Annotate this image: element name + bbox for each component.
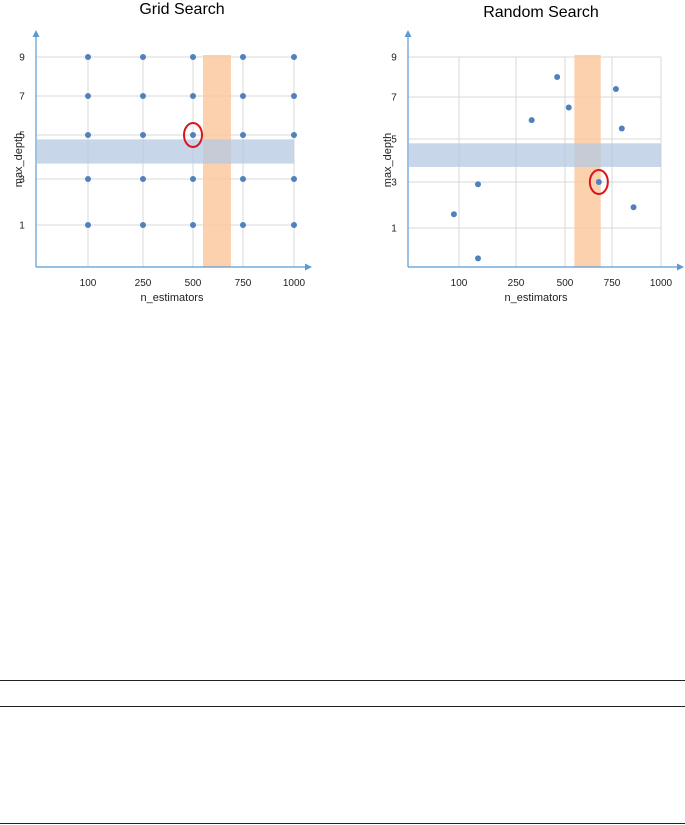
data-point [140, 222, 146, 228]
data-point [240, 176, 246, 182]
data-point [612, 86, 619, 92]
y-tick-label: 3 [391, 178, 397, 189]
data-point [291, 54, 297, 60]
chart-title: Random Search [483, 4, 599, 21]
x-tick-label: 100 [451, 278, 468, 289]
data-point [85, 132, 91, 138]
data-point [554, 74, 561, 80]
data-point [140, 132, 146, 138]
data-point [140, 176, 146, 182]
x-tick-label: 500 [557, 278, 574, 289]
y-tick-label: 1 [19, 221, 25, 232]
data-point [190, 222, 196, 228]
best-point-highlight-ring [183, 122, 203, 148]
x-axis-arrow-icon [305, 263, 312, 271]
y-tick-label: 9 [391, 53, 397, 64]
table-bottom-rule [0, 823, 685, 824]
y-tick-label: 1 [391, 224, 397, 235]
data-point [618, 125, 625, 132]
y-tick-label: 5 [391, 135, 397, 146]
data-point [291, 176, 297, 182]
x-tick-label: 500 [185, 278, 202, 289]
data-point [140, 54, 146, 60]
y-tick-label: 7 [19, 92, 25, 103]
x-tick-label: 1000 [650, 278, 673, 289]
data-point [85, 93, 91, 99]
x-axis-arrow-icon [677, 263, 684, 271]
data-point [240, 93, 246, 99]
best-point-highlight-ring [588, 169, 609, 195]
data-point [291, 132, 297, 138]
data-point [240, 132, 246, 138]
x-tick-label: 250 [508, 278, 525, 289]
y-tick-label: 9 [19, 53, 25, 64]
data-point [240, 222, 246, 228]
data-point [190, 54, 196, 60]
data-point [291, 222, 297, 228]
data-point [190, 176, 196, 182]
x-tick-label: 750 [235, 278, 252, 289]
max-depth-optimal-band [409, 143, 661, 167]
data-point [85, 222, 91, 228]
x-tick-label: 250 [135, 278, 152, 289]
data-point [291, 93, 297, 99]
data-point [475, 181, 481, 188]
table-top-rule [0, 680, 685, 681]
y-tick-label: 3 [19, 175, 25, 186]
x-tick-label: 1000 [283, 278, 306, 289]
data-point [528, 117, 535, 124]
max-depth-optimal-band [37, 139, 294, 164]
x-axis-label: n_estimators [505, 292, 568, 304]
y-axis-label: max_depth [13, 133, 25, 187]
y-tick-label: 7 [391, 93, 397, 104]
data-point [190, 132, 196, 138]
data-point [85, 54, 91, 60]
data-point [595, 179, 602, 185]
grid-search-chart: 100 250 500 750 1000 1 3 5 7 9 Grid Search n_estima… [13, 1, 312, 304]
y-axis-label: max_depth [382, 133, 394, 187]
y-axis-arrow-icon [404, 30, 412, 37]
data-point [630, 204, 637, 211]
y-axis-arrow-icon [32, 30, 40, 37]
data-point [190, 93, 196, 99]
data-point [475, 255, 481, 262]
table-header-rule [0, 706, 685, 707]
x-tick-label: 750 [604, 278, 621, 289]
chart-title: Grid Search [139, 1, 224, 18]
data-point [565, 104, 572, 111]
data-point [85, 176, 91, 182]
data-point [140, 93, 146, 99]
data-point [240, 54, 246, 60]
random-search-chart: 100 250 500 750 1000 1 3 5 7 9 Random Search n_esti… [382, 4, 684, 304]
y-tick-label: 5 [19, 131, 25, 142]
data-point [450, 211, 457, 218]
search-comparison-figure: 100 250 500 750 1000 1 3 5 7 9 Grid Search n_estima… [13, 1, 684, 304]
x-axis-label: n_estimators [141, 292, 204, 304]
x-tick-label: 100 [80, 278, 97, 289]
